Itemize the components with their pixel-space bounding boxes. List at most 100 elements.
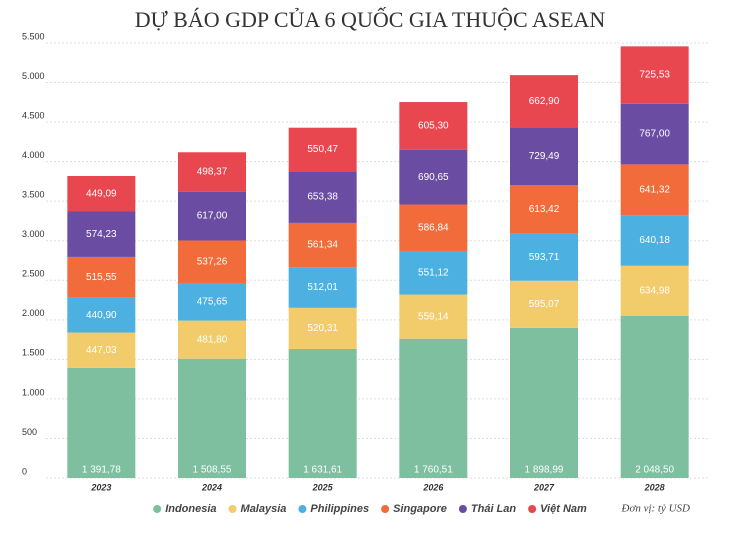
legend-marker [458,505,467,513]
legend-marker [153,505,162,513]
value-label: 440,90 [86,310,117,321]
bar-segment [288,267,357,308]
value-label: 2 048,50 [635,465,674,476]
legend-label: Philippines [310,503,369,515]
bar-segment [399,149,468,205]
value-label: 515,55 [86,272,117,283]
bar-segment [399,204,468,251]
bar-segment [67,367,136,478]
bar-segment [178,358,246,478]
legend-label: Malaysia [241,503,287,515]
y-tick-label: 3.000 [22,229,45,239]
y-tick-label: 500 [22,427,37,437]
x-tick-label: 2027 [533,482,555,492]
value-label: 574,23 [86,229,117,240]
y-tick-label: 4.500 [22,110,45,120]
x-tick-label: 2028 [644,482,665,492]
x-tick-label: 2023 [90,482,111,492]
bar-segment [620,46,689,104]
value-label: 1 631,61 [303,465,342,476]
value-label: 617,00 [197,211,228,222]
bar-segment [67,297,136,333]
value-label: 447,03 [86,345,117,356]
bar-segment [620,265,689,316]
bar-segment [178,191,246,241]
value-label: 449,09 [86,188,117,199]
y-tick-label: 2.500 [22,269,45,279]
bar-segment [510,233,578,281]
bar-segment [399,250,468,295]
chart-title: DỰ BÁO GDP CỦA 6 QUỐC GIA THUỘC ASEAN [135,7,606,32]
legend-marker [228,505,237,513]
bar-segment [510,185,578,234]
bar-segment [288,127,357,172]
y-tick-label: 3.500 [22,190,45,200]
bar-segment [67,332,136,368]
legend-marker [381,505,390,513]
value-label: 561,34 [307,240,338,251]
bar-segment [288,171,357,223]
value-label: 653,38 [307,192,338,203]
bar-segment [178,152,246,192]
bar-segment [620,103,689,165]
y-tick-label: 0 [22,466,27,476]
legend-label: Việt Nam [540,503,587,515]
y-tick-label: 2.000 [22,308,45,318]
value-label: 725,53 [639,70,670,81]
value-label: 520,31 [307,323,338,334]
bar-segment [620,164,689,216]
bar-segment [620,315,689,478]
legend-label: Singapore [393,503,447,515]
legend-marker [528,505,537,513]
value-label: 551,12 [418,267,449,278]
unit-note: Đơn vị: tỷ USD [621,503,691,515]
value-label: 595,07 [529,299,560,310]
bar-segment [510,127,578,186]
y-tick-label: 5.500 [22,31,45,41]
y-tick-label: 5.000 [22,71,45,81]
bar-segment [178,320,246,359]
value-label: 512,01 [307,282,338,293]
bar-segment [288,222,357,268]
value-label: 690,65 [418,172,449,183]
legend-label: Thái Lan [471,503,517,515]
value-label: 537,26 [197,256,228,267]
bar-segment [288,307,357,349]
y-tick-label: 1.000 [22,387,45,397]
value-label: 498,37 [197,167,228,178]
value-label: 641,32 [639,184,670,195]
value-label: 1 391,78 [82,465,121,476]
bar-segment [620,215,689,266]
bar-segment [399,294,468,339]
y-tick-label: 1.500 [22,348,45,358]
value-label: 1 898,99 [525,465,564,476]
y-tick-label: 4.000 [22,150,45,160]
value-label: 593,71 [529,252,560,263]
legend-marker [298,505,307,513]
bar-segment [510,75,578,128]
value-label: 605,30 [418,121,449,132]
value-label: 1 760,51 [414,465,453,476]
bar-segment [67,256,136,298]
bar-segment [178,240,246,283]
value-label: 586,84 [418,222,449,233]
x-tick-label: 2024 [201,482,222,492]
value-label: 550,47 [307,144,338,155]
bar-segment [67,211,136,257]
value-label: 481,80 [197,334,228,345]
value-label: 613,42 [529,204,560,215]
value-label: 1 508,55 [193,465,232,476]
bar-segment [399,102,468,150]
bar-segment [510,280,578,328]
value-label: 634,98 [639,286,670,297]
legend-label: Indonesia [165,503,216,515]
value-label: 729,49 [529,151,560,162]
value-label: 767,00 [639,129,670,140]
bar-segment [399,338,468,478]
x-tick-label: 2025 [312,482,334,492]
value-label: 475,65 [197,296,228,307]
bar-segment [288,348,357,478]
bar-segment [178,282,246,321]
bar-segment [510,327,578,478]
